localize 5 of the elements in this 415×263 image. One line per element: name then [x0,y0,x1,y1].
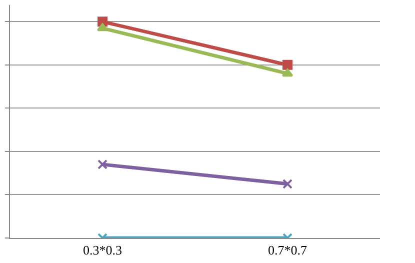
x-tick-label: 0.7*0.7 [268,242,308,258]
point [282,178,292,189]
x-tick-label: 0.3*0.3 [83,242,122,258]
point [282,60,292,70]
point [98,159,108,170]
